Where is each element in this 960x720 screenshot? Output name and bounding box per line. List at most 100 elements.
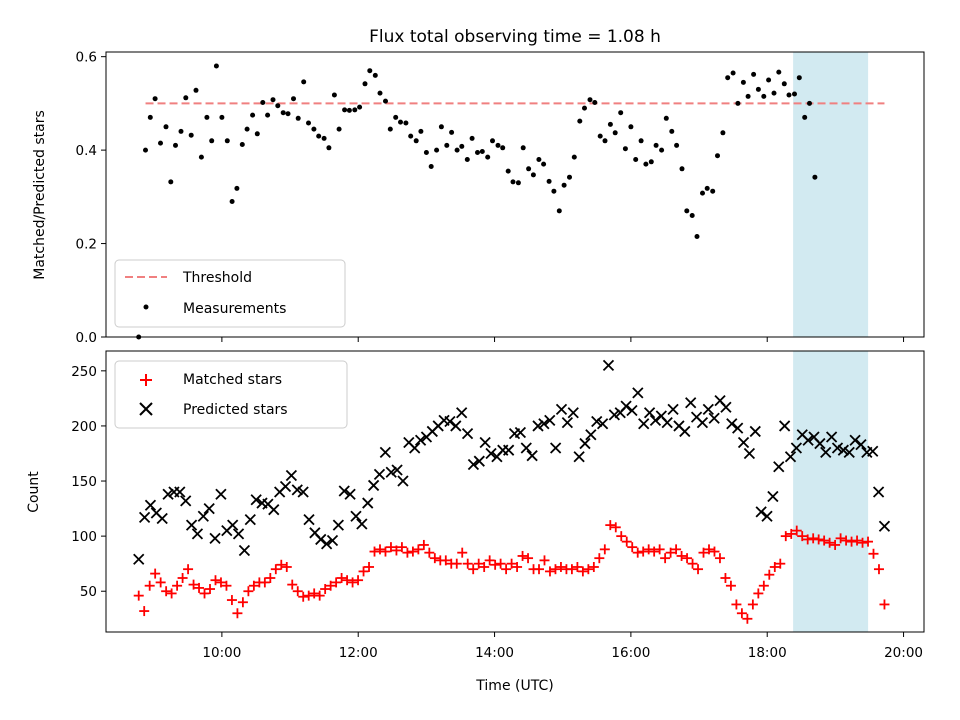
measurement-point bbox=[710, 188, 716, 194]
measurement-point bbox=[377, 90, 383, 96]
matched-star-point bbox=[490, 559, 501, 570]
legend-matched-label: Matched stars bbox=[183, 372, 282, 388]
bottom-x-tick-label: 16:00 bbox=[611, 645, 650, 661]
predicted-star-point bbox=[544, 414, 556, 427]
predicted-star-point bbox=[626, 404, 638, 417]
predicted-star-point bbox=[379, 446, 391, 459]
predicted-star-point bbox=[837, 444, 849, 456]
measurement-point bbox=[704, 185, 710, 191]
measurement-point bbox=[505, 168, 511, 174]
matched-star-point bbox=[199, 588, 210, 599]
matched-star-point bbox=[353, 575, 364, 586]
predicted-star-point bbox=[367, 479, 380, 492]
matched-star-point bbox=[534, 564, 545, 575]
matched-star-point bbox=[133, 590, 144, 601]
measurement-point bbox=[408, 133, 414, 139]
measurement-point bbox=[438, 124, 444, 130]
measurement-point bbox=[250, 112, 256, 118]
matched-star-point bbox=[879, 599, 890, 610]
measurement-point bbox=[781, 81, 787, 87]
measurement-point bbox=[689, 213, 695, 218]
predicted-star-point bbox=[514, 426, 527, 439]
measurement-point bbox=[449, 129, 455, 135]
matched-star-point bbox=[671, 544, 682, 555]
bottom-y-tick-label: 250 bbox=[71, 364, 97, 380]
matched-star-point bbox=[588, 561, 599, 572]
matched-star-point bbox=[736, 608, 747, 619]
measurement-point bbox=[301, 79, 307, 85]
predicted-star-point bbox=[238, 544, 251, 557]
matched-star-point bbox=[780, 531, 791, 542]
legend-predicted-label: Predicted stars bbox=[183, 402, 288, 418]
predicted-star-point bbox=[456, 407, 468, 419]
predicted-star-point bbox=[279, 480, 292, 493]
measurement-point bbox=[715, 153, 720, 159]
measurement-point bbox=[393, 114, 399, 120]
matched-star-point bbox=[468, 564, 479, 575]
measurement-point bbox=[143, 147, 148, 153]
predicted-star-point bbox=[820, 446, 832, 459]
predicted-star-point bbox=[133, 553, 145, 565]
measurement-point bbox=[428, 164, 434, 169]
matched-star-point bbox=[248, 580, 259, 591]
matched-star-point bbox=[682, 553, 693, 564]
predicted-star-point bbox=[227, 519, 239, 531]
measurement-point bbox=[766, 77, 772, 83]
bottom-x-tick-label: 14:00 bbox=[475, 645, 514, 661]
predicted-star-point bbox=[585, 429, 597, 441]
measurement-point bbox=[602, 138, 608, 144]
matched-star-point bbox=[786, 528, 797, 539]
matched-star-point bbox=[693, 564, 704, 575]
matched-star-point bbox=[846, 536, 857, 547]
predicted-star-point bbox=[802, 434, 814, 446]
matched-star-point bbox=[566, 564, 577, 575]
measurement-point bbox=[582, 105, 587, 111]
matched-star-point bbox=[835, 533, 846, 544]
matched-star-point bbox=[347, 577, 358, 588]
measurement-point bbox=[530, 172, 536, 178]
measurement-point bbox=[260, 100, 266, 105]
top-legend: Threshold Measurements bbox=[114, 259, 346, 328]
measurement-point bbox=[383, 98, 388, 104]
measurement-point bbox=[342, 107, 348, 113]
measurement-point bbox=[357, 104, 363, 110]
matched-star-point bbox=[385, 542, 396, 553]
predicted-star-point bbox=[397, 475, 409, 487]
predicted-star-point bbox=[180, 495, 192, 507]
matched-star-point bbox=[183, 564, 194, 575]
predicted-star-point bbox=[767, 490, 779, 503]
matched-star-point bbox=[720, 573, 731, 584]
predicted-star-point bbox=[285, 469, 298, 482]
measurement-point bbox=[720, 130, 726, 136]
matched-star-point bbox=[232, 608, 243, 619]
predicted-star-point bbox=[391, 464, 403, 476]
matched-star-point bbox=[544, 566, 555, 577]
predicted-star-point bbox=[291, 484, 303, 496]
measurement-point bbox=[265, 112, 271, 118]
predicted-star-point bbox=[567, 407, 579, 419]
matched-star-point bbox=[649, 546, 660, 557]
predicted-star-point bbox=[203, 502, 215, 515]
matched-star-point bbox=[287, 579, 298, 590]
measurement-point bbox=[459, 143, 465, 149]
predicted-star-point bbox=[303, 513, 315, 526]
measurement-point bbox=[546, 178, 552, 184]
predicted-star-point bbox=[162, 488, 174, 500]
matched-star-point bbox=[309, 588, 320, 599]
legend-measurements-swatch bbox=[143, 304, 149, 310]
predicted-star-point bbox=[638, 418, 650, 430]
measurement-point bbox=[454, 147, 460, 153]
predicted-star-point bbox=[156, 512, 168, 525]
predicted-star-point bbox=[232, 528, 245, 540]
matched-star-point bbox=[215, 577, 226, 588]
predicted-star-point bbox=[320, 538, 333, 550]
measurement-point bbox=[495, 142, 501, 148]
predicted-star-point bbox=[191, 528, 204, 540]
measurement-point bbox=[592, 100, 598, 105]
bottom-legend: Matched stars Predicted stars bbox=[114, 360, 348, 429]
measurement-point bbox=[663, 115, 669, 121]
matched-star-point bbox=[698, 547, 709, 558]
matched-star-point bbox=[161, 586, 172, 597]
measurement-point bbox=[229, 199, 235, 204]
predicted-star-point bbox=[326, 534, 339, 547]
